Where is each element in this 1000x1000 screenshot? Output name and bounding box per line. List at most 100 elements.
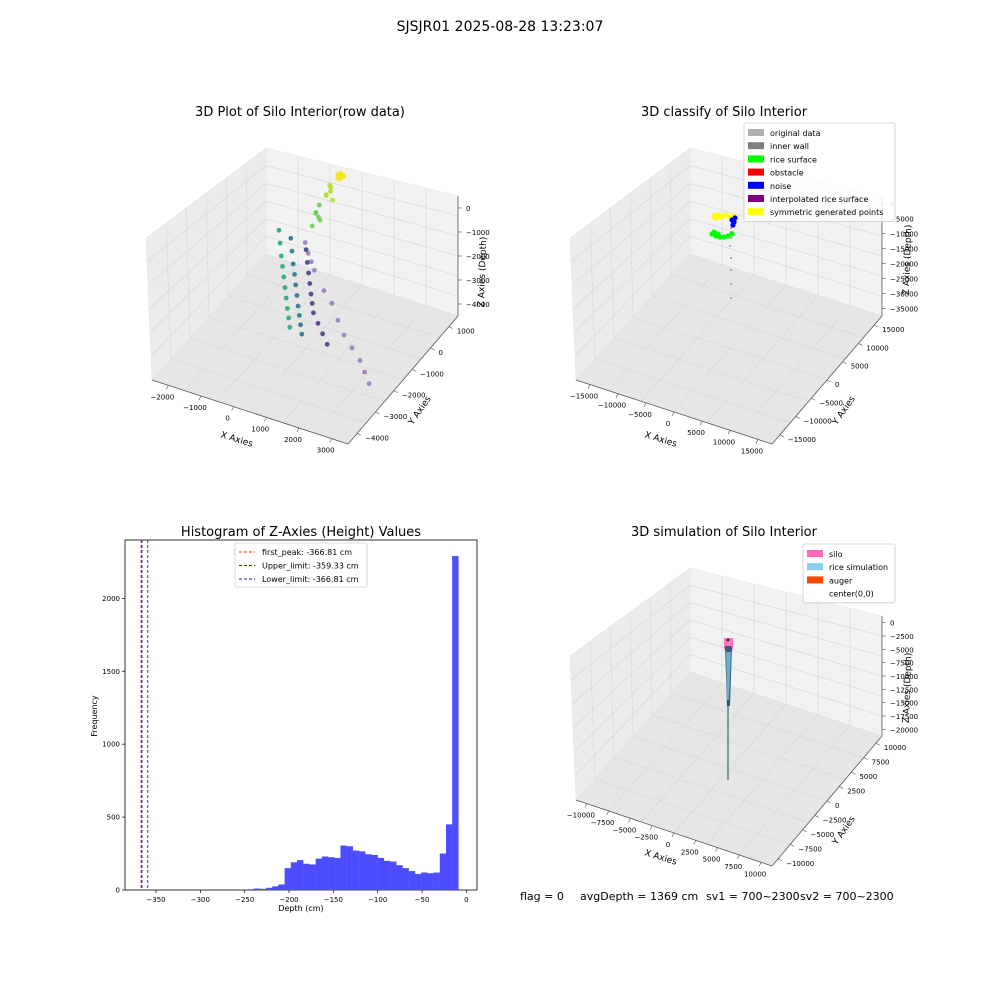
legend-frame bbox=[802, 543, 896, 604]
data-point bbox=[296, 313, 302, 318]
histogram-bar bbox=[278, 884, 285, 890]
x-tick-mark bbox=[671, 832, 675, 838]
panel-simulation-xlabel: X Axies bbox=[643, 848, 678, 867]
y-tick-mark bbox=[826, 800, 832, 804]
histogram-bar bbox=[340, 845, 347, 890]
x-tick-mark bbox=[606, 810, 609, 816]
x-tick-label: −250 bbox=[235, 896, 254, 904]
x-tick-label: −350 bbox=[146, 896, 165, 904]
data-point bbox=[321, 288, 327, 293]
z-tick-label: −4000 bbox=[466, 301, 490, 309]
silo-shape bbox=[724, 638, 733, 650]
z-tick-label: −10000 bbox=[890, 673, 918, 681]
y-tick-label: 1000 bbox=[457, 328, 475, 336]
histogram-legend: first_peak: -366.81 cm Upper_limit: -359.… bbox=[234, 542, 368, 588]
grid-line bbox=[246, 274, 440, 338]
z-tick-label: −1000 bbox=[466, 229, 490, 237]
data-point bbox=[307, 281, 313, 286]
legend-entry: first_peak: -366.81 cm bbox=[262, 548, 352, 557]
x-tick-label: 3000 bbox=[317, 447, 335, 455]
histogram-bar bbox=[383, 860, 391, 890]
histogram-bar bbox=[253, 888, 260, 890]
legend-entry: noise bbox=[770, 182, 791, 191]
classified-point bbox=[711, 229, 717, 235]
y-tick-label: −5000 bbox=[819, 399, 843, 407]
y-tick-label: 2000 bbox=[102, 595, 120, 603]
histogram-bar bbox=[445, 824, 453, 891]
z-tick-label: −7500 bbox=[890, 660, 914, 668]
y-tick-label: 1000 bbox=[102, 741, 120, 749]
histogram-bar bbox=[303, 863, 310, 890]
histogram-bar bbox=[377, 857, 385, 890]
data-point bbox=[357, 358, 363, 363]
x-tick-label: −300 bbox=[191, 896, 210, 904]
y-tick-label: −2500 bbox=[823, 816, 847, 824]
x-tick-mark bbox=[758, 862, 762, 867]
data-point bbox=[335, 175, 340, 181]
x-tick-label: −50 bbox=[415, 896, 430, 904]
x-tick-mark bbox=[755, 439, 759, 444]
x-tick-mark bbox=[671, 411, 675, 417]
y-tick-mark bbox=[858, 343, 863, 346]
data-point bbox=[294, 293, 300, 298]
histogram-bar bbox=[439, 853, 447, 890]
histogram-bar bbox=[259, 888, 267, 890]
x-tick-label: −15000 bbox=[570, 393, 598, 401]
z-tick-label: −35000 bbox=[890, 306, 918, 314]
y-tick-mark bbox=[448, 326, 453, 329]
x-tick-label: −200 bbox=[279, 896, 298, 904]
status-flag: flag = 0 bbox=[520, 890, 564, 903]
data-point bbox=[328, 184, 334, 190]
histogram-bar bbox=[309, 864, 316, 890]
data-point bbox=[315, 320, 321, 326]
data-point bbox=[283, 295, 289, 301]
x-tick-label: −2000 bbox=[150, 393, 174, 401]
grid-line bbox=[265, 165, 459, 217]
y-tick-label: 0 bbox=[116, 887, 120, 895]
legend-entry: interpolated rice surface bbox=[770, 195, 868, 204]
legend-swatch bbox=[748, 155, 764, 163]
panel-simulation-3d: 3D simulation of Silo Interior −10000−75… bbox=[567, 525, 918, 878]
panel-simulation-legend: silo rice simulation auger center(0,0) bbox=[802, 543, 896, 604]
histogram-bar bbox=[352, 850, 360, 891]
legend-entry: rice surface bbox=[770, 155, 817, 164]
histogram-reference-lines bbox=[140, 540, 149, 890]
histogram-bar bbox=[421, 872, 428, 890]
y-tick-label: −2000 bbox=[402, 392, 426, 400]
z-tick-label: −3000 bbox=[466, 277, 490, 285]
histogram-bar bbox=[371, 855, 378, 890]
y-tick-label: 7500 bbox=[872, 759, 890, 767]
data-point bbox=[285, 306, 290, 311]
y-tick-label: 0 bbox=[439, 349, 443, 357]
x-tick-mark bbox=[649, 825, 653, 830]
histogram-bar bbox=[297, 860, 304, 890]
legend-entry: inner wall bbox=[770, 142, 809, 151]
x-tick-mark bbox=[615, 393, 619, 398]
y-tick-label: 5000 bbox=[859, 773, 877, 781]
classified-point bbox=[729, 245, 731, 247]
classified-point bbox=[713, 215, 719, 221]
legend-entry: obstacle bbox=[770, 169, 804, 178]
z-tick-label: −15000 bbox=[890, 700, 918, 708]
classified-point bbox=[730, 283, 732, 285]
x-tick-label: −1000 bbox=[183, 404, 207, 412]
y-tick-label: −3000 bbox=[384, 413, 408, 421]
data-point bbox=[278, 253, 284, 259]
z-tick-label: −5000 bbox=[890, 646, 914, 654]
y-tick-mark bbox=[839, 786, 844, 789]
histogram-xlabel: Depth (cm) bbox=[278, 904, 323, 913]
y-tick-mark bbox=[412, 369, 417, 372]
status-sv2: sv2 = 700~2300 bbox=[800, 890, 894, 903]
data-point bbox=[305, 250, 311, 256]
data-point bbox=[313, 210, 319, 215]
x-tick-label: 0 bbox=[666, 841, 670, 849]
x-tick-mark bbox=[264, 417, 267, 422]
data-point bbox=[316, 214, 321, 220]
y-tick-mark bbox=[814, 815, 819, 818]
x-tick-mark bbox=[643, 402, 647, 407]
grid-line bbox=[669, 162, 672, 276]
x-tick-label: 5000 bbox=[687, 429, 705, 437]
histogram-title: Histogram of Z-Axies (Height) Values bbox=[181, 525, 421, 540]
data-point bbox=[320, 331, 325, 337]
data-point bbox=[309, 301, 315, 306]
